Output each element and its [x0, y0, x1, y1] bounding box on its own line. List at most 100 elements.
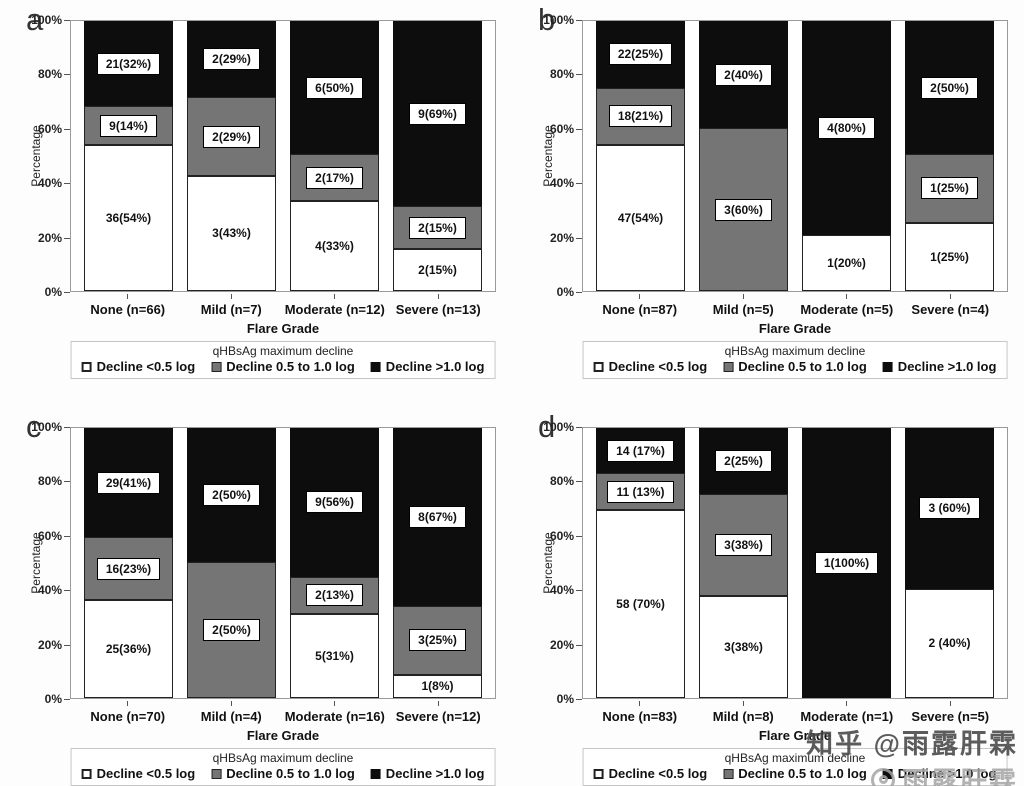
- stacked-bar: 2(29%) 2(29%) 3(43%): [187, 21, 276, 291]
- bar-segment: 21(32%): [84, 21, 173, 107]
- panel-letter-b: b: [538, 2, 556, 37]
- x-category-label: None (n=70): [90, 709, 166, 724]
- x-axis-title: Flare Grade: [246, 321, 320, 336]
- y-tick-mark: [64, 535, 70, 537]
- bar-segment: 1(8%): [393, 674, 482, 698]
- segment-label: 2(13%): [306, 584, 363, 607]
- bar-segment: 14 (17%): [596, 428, 685, 474]
- x-category: Mild (n=8): [699, 701, 789, 724]
- x-tick-mark: [437, 294, 439, 299]
- segment-label: 21(32%): [96, 52, 161, 75]
- bar-segment: 36(54%): [84, 145, 173, 291]
- bar-segment: 47(54%): [596, 145, 685, 291]
- panel-letter-c: c: [26, 409, 42, 444]
- panel-inner-d: d Percentage 0% 20% 40% 60% 80% 100% 14 (17%) 11 …: [512, 407, 1024, 786]
- panel-inner-c: c Percentage 0% 20% 40% 60% 80% 100% 29(41%) 16(2…: [0, 407, 512, 786]
- y-tick-mark: [64, 292, 70, 293]
- bar-segment: 3(38%): [699, 595, 788, 698]
- bar-segment: 3 (60%): [905, 428, 994, 589]
- legend-entry: Decline <0.5 log: [81, 766, 195, 781]
- x-category-label: Moderate (n=5): [800, 302, 894, 317]
- x-tick-mark: [846, 701, 848, 706]
- segment-label: 1(20%): [827, 256, 866, 271]
- segment-label: 18(21%): [608, 105, 673, 128]
- y-tick-label: 20%: [37, 230, 62, 245]
- x-category-label: None (n=83): [602, 709, 678, 724]
- y-tick-mark: [64, 183, 70, 185]
- bar-segment: 2(17%): [290, 154, 379, 202]
- segment-label: 11 (13%): [607, 480, 674, 503]
- legend-title: qHBsAg maximum decline: [212, 344, 354, 358]
- bar-segment: 1(20%): [802, 235, 891, 291]
- x-tick-mark: [639, 701, 641, 706]
- segment-label: 4(33%): [315, 239, 354, 254]
- x-category-label: None (n=66): [90, 302, 166, 317]
- y-tick-mark: [576, 292, 582, 293]
- stacked-bar: 6(50%) 2(17%) 4(33%): [290, 21, 379, 291]
- legend-title: qHBsAg maximum decline: [724, 344, 866, 358]
- panel-d: d Percentage 0% 20% 40% 60% 80% 100% 14 (17%) 11 …: [512, 393, 1024, 786]
- legend-entry-label: Decline 0.5 to 1.0 log: [226, 359, 355, 374]
- segment-label: 8(67%): [409, 506, 466, 529]
- segment-label: 2(50%): [203, 484, 260, 506]
- y-tick-mark: [576, 590, 582, 592]
- legend-entry: Decline <0.5 log: [81, 359, 195, 374]
- segment-label: 36(54%): [105, 211, 152, 226]
- panel-inner-a: a Percentage 0% 20% 40% 60% 80% 100% 21(32%) 9(14…: [0, 0, 512, 393]
- x-category: Moderate (n=1): [800, 701, 893, 724]
- y-tick-label: 0%: [44, 285, 62, 299]
- legend-entries: Decline <0.5 log Decline 0.5 to 1.0 log De…: [81, 766, 485, 781]
- panel-c: c Percentage 0% 20% 40% 60% 80% 100% 29(41%) 16(2…: [0, 393, 512, 786]
- x-category-label: Severe (n=5): [911, 709, 990, 724]
- segment-label: 2(15%): [418, 262, 457, 277]
- bars-d: 14 (17%) 11 (13%) 58 (70%) 2(25%) 3(38%) 3(38…: [583, 428, 1007, 698]
- stacked-bar: 8(67%) 3(25%) 1(8%): [393, 428, 482, 698]
- y-tick-label: 60%: [549, 528, 574, 543]
- legend-entry: Decline 0.5 to 1.0 log: [723, 766, 867, 781]
- y-tick-label: 100%: [543, 420, 574, 434]
- bar-segment: 58 (70%): [596, 509, 685, 698]
- bar-segment: 3(43%): [187, 175, 276, 291]
- stacked-bar: 4(80%) 1(20%): [802, 21, 891, 291]
- legend-title: qHBsAg maximum decline: [212, 751, 354, 765]
- legend-entry: Decline 0.5 to 1.0 log: [723, 359, 867, 374]
- y-tick-label: 0%: [556, 692, 574, 706]
- bar-segment: 18(21%): [596, 87, 685, 146]
- x-category-row: None (n=70) Mild (n=4) Moderate (n=16) Seve…: [70, 701, 496, 724]
- legend-entry-label: Decline <0.5 log: [608, 766, 708, 781]
- legend-entry: Decline >1.0 log: [370, 359, 485, 374]
- segment-label: 9(14%): [100, 114, 157, 137]
- legend-d: qHBsAg maximum decline Decline <0.5 log De…: [582, 748, 1008, 786]
- segment-label: 22(25%): [608, 43, 673, 66]
- bar-segment: 1(100%): [802, 428, 891, 698]
- legend-entry-label: Decline >1.0 log: [385, 359, 485, 374]
- legend-entry-label: Decline 0.5 to 1.0 log: [226, 766, 355, 781]
- legend-entries: Decline <0.5 log Decline 0.5 to 1.0 log De…: [593, 766, 996, 781]
- x-category: None (n=70): [83, 701, 173, 724]
- x-category-label: Mild (n=7): [200, 302, 262, 317]
- x-tick-mark: [949, 294, 951, 299]
- y-tick-mark: [64, 644, 70, 646]
- bar-segment: 16(23%): [84, 537, 173, 601]
- segment-label: 9(69%): [409, 102, 466, 125]
- plot-area-a: 21(32%) 9(14%) 36(54%) 2(29%) 2(29%) 3(43%) 6(…: [70, 20, 496, 292]
- x-tick-mark: [437, 701, 439, 706]
- y-tick-mark: [64, 699, 70, 700]
- bar-segment: 4(33%): [290, 201, 379, 291]
- segment-label: 3 (60%): [919, 497, 980, 520]
- x-category-label: Mild (n=8): [712, 709, 774, 724]
- legend-swatch-icon: [211, 361, 222, 372]
- segment-label: 3(60%): [715, 198, 772, 221]
- plot-area-d: 14 (17%) 11 (13%) 58 (70%) 2(25%) 3(38%) 3(38…: [582, 427, 1008, 699]
- x-category-label: None (n=87): [602, 302, 678, 317]
- x-tick-mark: [334, 294, 336, 299]
- bars-b: 22(25%) 18(21%) 47(54%) 2(40%) 3(60%) 4(80%) 1…: [583, 21, 1007, 291]
- stacked-bar: 2(40%) 3(60%): [699, 21, 788, 291]
- stacked-bar: 1(100%): [802, 428, 891, 698]
- x-category: Mild (n=4): [187, 701, 277, 724]
- y-tick-label: 40%: [549, 176, 574, 191]
- y-tick-label: 80%: [549, 474, 574, 489]
- stacked-bar: 22(25%) 18(21%) 47(54%): [596, 21, 685, 291]
- stacked-bar: 29(41%) 16(23%) 25(36%): [84, 428, 173, 699]
- legend-entry-label: Decline >1.0 log: [385, 766, 485, 781]
